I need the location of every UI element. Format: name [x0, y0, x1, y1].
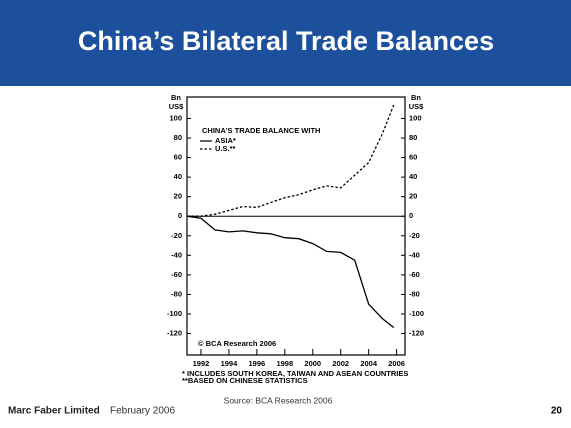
series-line [186, 215, 395, 329]
y-tick-label: -80 [171, 289, 182, 298]
y-tick-label: -20 [171, 231, 182, 240]
y2-tick-label: 80 [409, 133, 417, 142]
x-tick-label: 1994 [221, 359, 239, 368]
page-number: 20 [551, 406, 563, 417]
y-tick-label: 0 [178, 211, 182, 220]
copyright: © BCA Research 2006 [198, 339, 276, 348]
y2-tick-label: 40 [409, 172, 417, 181]
footnote: **BASED ON CHINESE STATISTICS [182, 376, 308, 385]
y-tick-label: 80 [174, 133, 182, 142]
y2-tick-label: 20 [409, 192, 417, 201]
y-tick-label: -40 [171, 250, 182, 259]
x-tick-label: 1996 [249, 359, 266, 368]
y-tick-label: 20 [174, 192, 182, 201]
y-tick-label: -100 [167, 309, 182, 318]
x-tick-label: 1998 [276, 359, 293, 368]
legend-title: CHINA'S TRADE BALANCE WITH [202, 126, 320, 135]
y2-tick-label: -120 [409, 328, 424, 337]
x-tick-label: 2002 [332, 359, 349, 368]
footer-company: Marc Faber Limited [8, 406, 100, 417]
y-tick-label: -120 [167, 328, 182, 337]
legend-label: ASIA* [215, 136, 236, 145]
header-band [0, 0, 571, 86]
x-tick-label: 1992 [193, 359, 210, 368]
y2-tick-label: -40 [409, 250, 420, 259]
y2-label: US$ [409, 102, 424, 111]
y2-tick-label: 0 [409, 211, 413, 220]
footnote: * INCLUDES SOUTH KOREA, TAIWAN AND ASEAN… [182, 369, 408, 378]
x-tick-label: 2006 [388, 359, 405, 368]
plot-frame [186, 96, 406, 356]
y2-label: Bn [411, 93, 421, 102]
series-line [187, 104, 395, 217]
y-tick-label: 100 [169, 113, 182, 122]
y2-tick-label: 60 [409, 153, 417, 162]
y-tick-label: 40 [174, 172, 182, 181]
y-tick-label: -60 [171, 270, 182, 279]
source: Source: BCA Research 2006 [224, 395, 333, 405]
y2-tick-label: -20 [409, 231, 420, 240]
y2-tick-label: -80 [409, 289, 420, 298]
y2-tick-label: 100 [409, 113, 422, 122]
x-tick-label: 2000 [304, 359, 321, 368]
footer-date: February 2006 [110, 406, 175, 417]
legend-label: U.S.** [215, 144, 236, 153]
y2-tick-label: -100 [409, 309, 424, 318]
y-tick-label: 60 [174, 153, 182, 162]
y2-tick-label: -60 [409, 270, 420, 279]
x-tick-label: 2004 [360, 359, 378, 368]
y-label: Bn [171, 93, 181, 102]
y-label: US$ [169, 102, 184, 111]
slide-title: China’s Bilateral Trade Balances [78, 26, 494, 56]
